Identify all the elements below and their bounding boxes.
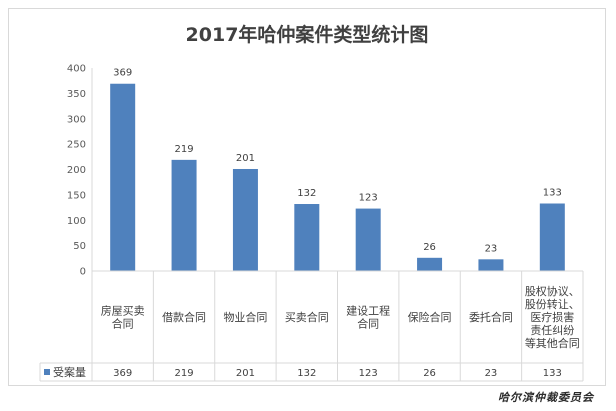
data-label-1: 219 — [175, 144, 194, 155]
footer-organization: 哈尔滨仲裁委员会 — [498, 391, 594, 404]
category-label-6: 委托合同 — [469, 310, 513, 324]
category-label-5: 保险合同 — [408, 310, 452, 324]
category-label-line: 股权协议、 — [525, 284, 580, 298]
category-label-2: 物业合同 — [223, 310, 267, 324]
y-tick-label-3: 150 — [67, 190, 86, 201]
data-label-7: 133 — [543, 188, 562, 199]
category-label-line: 责任纠纷 — [530, 324, 574, 337]
table-value-1: 219 — [175, 368, 194, 379]
table-value-3: 132 — [297, 368, 316, 379]
bar-7 — [539, 203, 565, 271]
y-tick-label-7: 350 — [67, 89, 86, 100]
category-label-line: 合同 — [112, 317, 134, 331]
category-label-0: 房屋买卖合同 — [101, 305, 145, 331]
category-label-line: 委托合同 — [469, 310, 513, 324]
category-label-3: 买卖合同 — [285, 310, 329, 324]
bar-5 — [417, 257, 443, 271]
category-label-line: 股份转让、 — [525, 297, 580, 311]
table-value-5: 26 — [423, 368, 436, 379]
chart-frame — [8, 8, 606, 386]
table-value-4: 123 — [359, 368, 378, 379]
category-label-line: 等其他合同 — [525, 336, 580, 350]
category-label-1: 借款合同 — [162, 310, 206, 324]
chart-title: 2017年哈仲案件类型统计图 — [185, 24, 429, 46]
y-tick-label-8: 400 — [67, 64, 86, 75]
category-label-4: 建设工程合同 — [346, 304, 390, 331]
data-label-3: 132 — [297, 188, 316, 199]
category-label-line: 借款合同 — [162, 310, 206, 324]
category-label-line: 建设工程 — [346, 304, 390, 318]
y-tick-label-6: 300 — [67, 114, 86, 125]
table-value-0: 369 — [113, 368, 132, 379]
category-label-7: 股权协议、股份转让、医疗损害责任纠纷等其他合同 — [525, 284, 580, 350]
bar-0 — [110, 83, 136, 271]
data-label-6: 23 — [485, 243, 498, 254]
category-label-line: 物业合同 — [223, 310, 267, 324]
bar-6 — [478, 259, 504, 271]
legend-series-name: 受案量 — [53, 365, 86, 379]
category-label-line: 合同 — [357, 317, 379, 331]
category-label-line: 房屋买卖 — [101, 305, 145, 318]
data-label-0: 369 — [113, 68, 132, 79]
data-label-2: 201 — [236, 153, 255, 164]
y-tick-label-1: 50 — [73, 241, 86, 252]
y-tick-label-2: 100 — [67, 216, 86, 227]
bar-3 — [294, 204, 320, 271]
y-tick-label-0: 0 — [80, 267, 86, 278]
table-value-7: 133 — [543, 368, 562, 379]
category-label-line: 买卖合同 — [285, 310, 329, 324]
category-label-line: 医疗损害 — [530, 310, 574, 324]
bar-4 — [355, 208, 381, 271]
bar-1 — [171, 159, 197, 271]
table-value-2: 201 — [236, 368, 255, 379]
data-label-4: 123 — [359, 193, 378, 204]
category-label-line: 保险合同 — [408, 310, 452, 324]
data-label-5: 26 — [423, 242, 436, 253]
y-tick-label-5: 250 — [67, 140, 86, 151]
y-tick-label-4: 200 — [67, 165, 86, 176]
table-value-6: 23 — [485, 368, 498, 379]
legend-swatch — [44, 369, 50, 375]
bar-2 — [232, 168, 258, 271]
